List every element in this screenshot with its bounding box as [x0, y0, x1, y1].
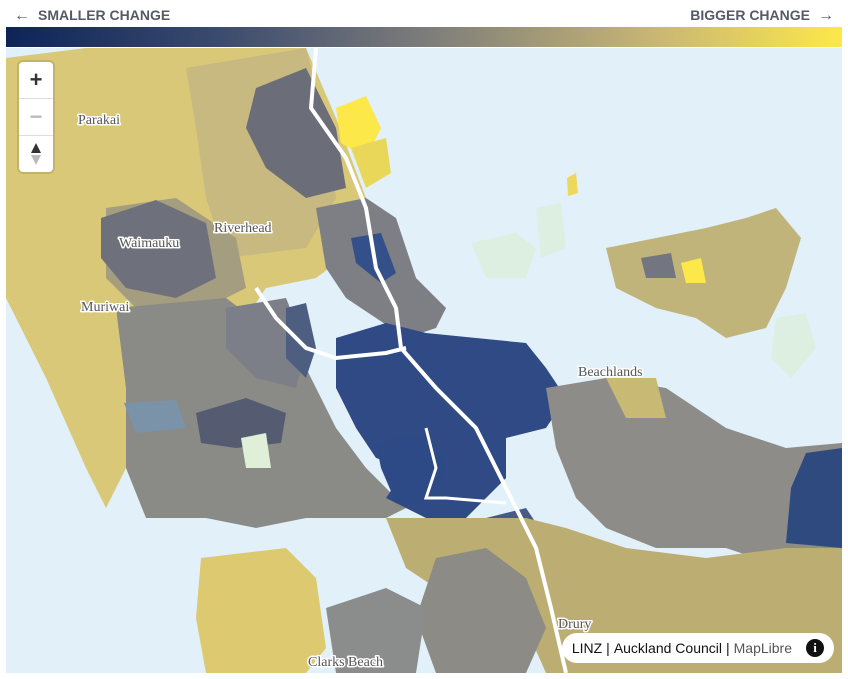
district — [376, 433, 446, 503]
separator: | — [725, 640, 730, 656]
map-canvas: Parakai Riverhead Waimauku Muriwai Beach… — [6, 48, 842, 673]
legend-label: SMALLER CHANGE — [38, 7, 171, 23]
island — [536, 203, 566, 258]
district — [416, 548, 546, 673]
district — [246, 68, 346, 198]
motorway — [423, 427, 507, 505]
island — [771, 313, 816, 378]
attribution: LINZ | Auckland Council | MapLibre i — [561, 633, 834, 663]
attribution-link[interactable]: MapLibre — [733, 640, 792, 656]
attribution-link[interactable]: LINZ — [571, 640, 603, 656]
zoom-in[interactable]: + — [19, 62, 53, 99]
district — [681, 258, 706, 283]
place-label: Muriwai — [81, 300, 129, 315]
arrow: ← — [14, 7, 30, 24]
arrow: → — [818, 7, 834, 24]
island — [471, 233, 536, 278]
place-label: Riverhead — [214, 221, 272, 236]
district — [606, 378, 666, 418]
color-scale — [6, 27, 842, 47]
district — [124, 400, 186, 433]
place-label: Waimauku — [119, 236, 179, 251]
place-label: Drury — [558, 617, 591, 632]
motorway — [254, 286, 407, 361]
district — [567, 173, 578, 196]
legend-label: BIGGER CHANGE — [690, 7, 810, 23]
district — [786, 448, 842, 548]
land — [196, 548, 326, 673]
info-button[interactable]: i — [806, 639, 824, 657]
compass[interactable] — [19, 136, 53, 172]
place-label: Parakai — [78, 113, 120, 128]
attribution-link[interactable]: Auckland Council — [613, 640, 722, 656]
place-label: Beachlands — [578, 365, 643, 380]
district — [336, 96, 381, 158]
zoom-out[interactable]: − — [19, 99, 53, 136]
district — [336, 323, 566, 518]
park — [241, 433, 271, 468]
land — [546, 378, 842, 568]
map-controls: + − — [19, 62, 53, 172]
place-label: Clarks Beach — [308, 655, 383, 670]
district — [351, 138, 391, 188]
land — [326, 588, 426, 673]
district — [641, 253, 676, 278]
district — [101, 200, 216, 298]
legend-left: ← SMALLER CHANGE — [6, 7, 170, 25]
separator: | — [606, 640, 610, 656]
legend-right: BIGGER CHANGE → — [690, 7, 842, 25]
legend: ← SMALLER CHANGE BIGGER CHANGE → — [6, 6, 842, 26]
compass-icon — [31, 143, 41, 165]
map[interactable]: Parakai Riverhead Waimauku Muriwai Beach… — [6, 48, 842, 673]
